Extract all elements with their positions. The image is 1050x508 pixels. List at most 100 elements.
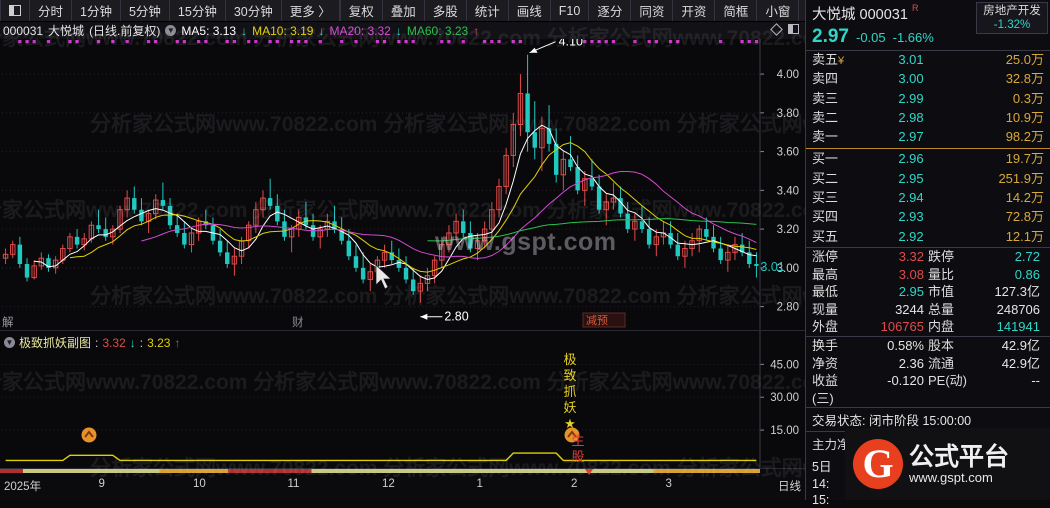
subchart-value2: 3.23 — [147, 335, 171, 350]
ob-label: 卖二 — [812, 109, 839, 125]
menu-item-tick[interactable]: 逐分 — [589, 0, 632, 21]
ma20-legend: MA20: 3.32 — [329, 23, 391, 38]
stats-value: 3244 — [895, 301, 924, 317]
ob-price: 2.95 — [898, 170, 924, 186]
menu-item-more[interactable]: 更多 〉 — [282, 0, 340, 21]
stats-cell: 市值 127.3亿 — [928, 283, 1044, 301]
price-chart-svg[interactable]: 4.00 3.80 3.60 3.40 3.20 3.00 2.80 4.10 2.80 3.01… — [0, 39, 805, 330]
order-book-ask-row[interactable]: 卖五¥ 3.01 25.0万 — [806, 51, 1050, 70]
ob-label: 卖三 — [812, 90, 839, 106]
menu-item-overlay[interactable]: 叠加 — [383, 0, 425, 21]
date-tick-labels: 2025年 9 10 11 12 1 2 3 — [0, 478, 775, 498]
order-book-bid-row[interactable]: 买二 2.95 251.9万 — [806, 170, 1050, 189]
split-panel-icon[interactable] — [788, 24, 799, 34]
date-tick: 2025年 — [4, 481, 42, 493]
trade-status-label: 交易状态: — [812, 414, 866, 429]
subchart-title-row: ▼ 极致抓妖副图 : 3.32 ↓ : 3.23 ↑ — [4, 334, 180, 351]
order-book-ask-row[interactable]: 卖三 2.99 0.3万 — [806, 90, 1050, 109]
order-book-bid-row[interactable]: 买三 2.94 14.2万 — [806, 189, 1050, 208]
order-book-bid-row[interactable]: 买四 2.93 72.8万 — [806, 208, 1050, 227]
svg-text:财: 财 — [292, 315, 304, 329]
stats-key: 量比 — [928, 266, 955, 282]
stock-name: 大悦城 — [48, 24, 85, 38]
subchart-value1: 3.32 — [102, 335, 126, 350]
tail-row-0: 5日 — [812, 460, 832, 475]
stats-value: 0.58% — [887, 337, 924, 353]
order-book-ask-row[interactable]: 卖一 2.97 98.2万 — [806, 128, 1050, 147]
panel-layout-icon — [9, 5, 21, 16]
menu-item-0[interactable]: 分时 — [30, 0, 73, 21]
stats-value: 248706 — [996, 301, 1040, 317]
indicator-subchart[interactable]: ▼ 极致抓妖副图 : 3.32 ↓ : 3.23 ↑ 45.00 30.00 15.… — [0, 330, 805, 469]
quote-change: -0.05 — [855, 30, 886, 45]
order-book-bid-row[interactable]: 买五 2.92 12.1万 — [806, 228, 1050, 247]
trade-status-value: 闭市阶段 15:00:00 — [868, 414, 972, 429]
menu-item-simpleframe[interactable]: 简框 — [715, 0, 758, 21]
menu-layout-toggle[interactable] — [0, 0, 30, 21]
ob-price: 2.96 — [898, 151, 924, 167]
chevron-down-icon[interactable]: ▼ — [165, 25, 177, 36]
menu-item-stats[interactable]: 统计 — [467, 0, 509, 21]
stats-key: 最低 — [812, 284, 839, 300]
date-tick: 11 — [287, 478, 300, 490]
stats-key: 内盘 — [928, 319, 955, 335]
subchart-sep2: : — [139, 335, 144, 350]
sector-badge[interactable]: 房地产开发 -1.32% — [976, 2, 1048, 34]
svg-text:解: 解 — [2, 315, 14, 329]
svg-text:3.80: 3.80 — [777, 108, 799, 120]
menu-item-smallwindow[interactable]: 小窗 — [757, 0, 800, 21]
stats-row: 现量 3244 总量 248706 — [806, 301, 1050, 319]
menu-item-multistock[interactable]: 多股 — [425, 0, 467, 21]
svg-text:4.00: 4.00 — [777, 69, 799, 81]
menu-item-adjust[interactable]: 复权 — [341, 0, 383, 21]
order-book-ask-row[interactable]: 卖四 3.00 32.8万 — [806, 70, 1050, 89]
top-menubar[interactable]: 分时 1分钟 5分钟 15分钟 30分钟 更多 〉 复权 叠加 多股 统计 画线… — [0, 0, 933, 22]
chevron-down-icon-sub[interactable]: ▼ — [4, 337, 15, 348]
ob-label: 买三 — [812, 190, 839, 206]
order-book[interactable]: 卖五¥ 3.01 25.0万 卖四 3.00 32.8万 卖三 2.99 0.3万 卖二 2.98 1… — [806, 50, 1050, 247]
ob-volume: 72.8万 — [1005, 209, 1044, 225]
current-position-marker — [585, 469, 593, 475]
stats-key: 现量 — [812, 301, 839, 317]
gspt-logo-overlay: G 公式平台 www.gspt.com — [845, 428, 1050, 500]
ob-price: 2.93 — [898, 209, 924, 225]
stats-cell: 收益(三) -0.120 — [812, 372, 928, 407]
stats-row: 净资 2.36 流通 42.9亿 — [806, 355, 1050, 373]
ob-label: 卖四 — [812, 71, 839, 87]
stats-cell: 换手 0.58% — [812, 337, 928, 355]
ob-volume: 0.3万 — [1012, 90, 1044, 106]
subchart-sep1: : — [95, 335, 99, 350]
axis-unit-label: 日线 — [778, 481, 801, 493]
order-book-ask-row[interactable]: 卖二 2.98 10.9万 — [806, 109, 1050, 128]
menu-item-2[interactable]: 5分钟 — [121, 0, 170, 21]
stats-key: 换手 — [812, 337, 839, 353]
price-chart[interactable]: 4.00 3.80 3.60 3.40 3.20 3.00 2.80 4.10 2.80 3.01… — [0, 39, 805, 330]
quote-header: 大悦城 000031 R 2.97 -0.05 -1.66% 房地产开发 -1.… — [806, 0, 1050, 50]
stats-key: 涨停 — [812, 248, 839, 264]
ob-volume: 14.2万 — [1005, 190, 1044, 206]
menu-item-4[interactable]: 30分钟 — [226, 0, 282, 21]
menu-item-samefund[interactable]: 同资 — [631, 0, 674, 21]
stats-cell: 跌停 2.72 — [928, 248, 1044, 266]
menu-item-openfund[interactable]: 开资 — [673, 0, 716, 21]
order-book-bid-row[interactable]: 买一 2.96 19.7万 — [806, 150, 1050, 169]
diamond-icon[interactable] — [770, 22, 783, 36]
stats-cell: 现量 3244 — [812, 301, 928, 319]
stats-value: 3.08 — [898, 266, 924, 282]
stats-row: 收益(三) -0.120 PE(动) -- — [806, 372, 1050, 407]
menu-item-f10[interactable]: F10 — [551, 0, 590, 21]
ob-volume: 251.9万 — [998, 170, 1044, 186]
ob-price: 2.98 — [898, 109, 924, 125]
stats-cell: PE(动) -- — [928, 372, 1044, 407]
stats-key: PE(动) — [928, 373, 968, 389]
menubar-gap — [339, 0, 341, 21]
svg-text:股: 股 — [571, 449, 584, 464]
menu-item-1[interactable]: 1分钟 — [72, 0, 121, 21]
menu-item-3[interactable]: 15分钟 — [170, 0, 226, 21]
stats-value: 3.32 — [898, 248, 924, 264]
margin-flag-icon: R — [911, 3, 919, 13]
quote-stock-code: 000031 — [859, 7, 908, 23]
stats-key: 外盘 — [812, 319, 839, 335]
menu-item-drawline[interactable]: 画线 — [509, 0, 551, 21]
